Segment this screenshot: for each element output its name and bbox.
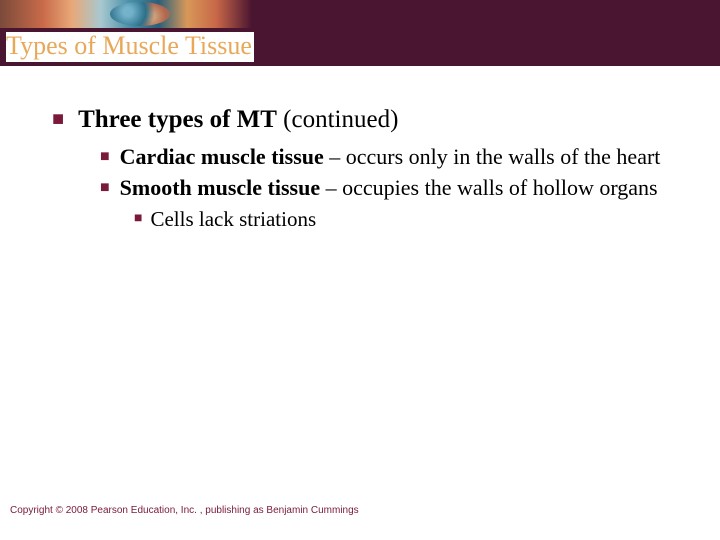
level3-group: ■ Cells lack striations [100,206,692,233]
level2-rest: – occupies the walls of hollow organs [320,175,657,200]
slide-title: Types of Muscle Tissue [6,32,254,63]
title-bar: Types of Muscle Tissue [0,28,720,66]
level2-group: ■ Cardiac muscle tissue – occurs only in… [52,143,692,233]
level1-text: Three types of MT (continued) [78,104,398,135]
square-bullet-icon: ■ [134,212,142,226]
square-bullet-icon: ■ [100,180,110,196]
bullet-level2: ■ Cardiac muscle tissue – occurs only in… [100,143,692,172]
square-bullet-icon: ■ [52,109,64,129]
slide-content: ■ Three types of MT (continued) ■ Cardia… [0,66,720,234]
level3-text: Cells lack striations [150,206,316,233]
level2-bold: Smooth muscle tissue [120,175,320,200]
copyright-text: Copyright © 2008 Pearson Education, Inc.… [10,505,359,516]
level2-text: Cardiac muscle tissue – occurs only in t… [120,143,661,172]
bullet-level3: ■ Cells lack striations [134,206,692,233]
level2-text: Smooth muscle tissue – occupies the wall… [120,174,658,203]
bullet-level2: ■ Smooth muscle tissue – occupies the wa… [100,174,692,203]
level2-bold: Cardiac muscle tissue [120,144,324,169]
bullet-level1: ■ Three types of MT (continued) [52,104,692,135]
level1-bold: Three types of MT [78,106,277,133]
square-bullet-icon: ■ [100,149,110,165]
level1-rest: (continued) [277,106,398,133]
level2-rest: – occurs only in the walls of the heart [324,144,661,169]
decorative-banner [0,0,720,28]
